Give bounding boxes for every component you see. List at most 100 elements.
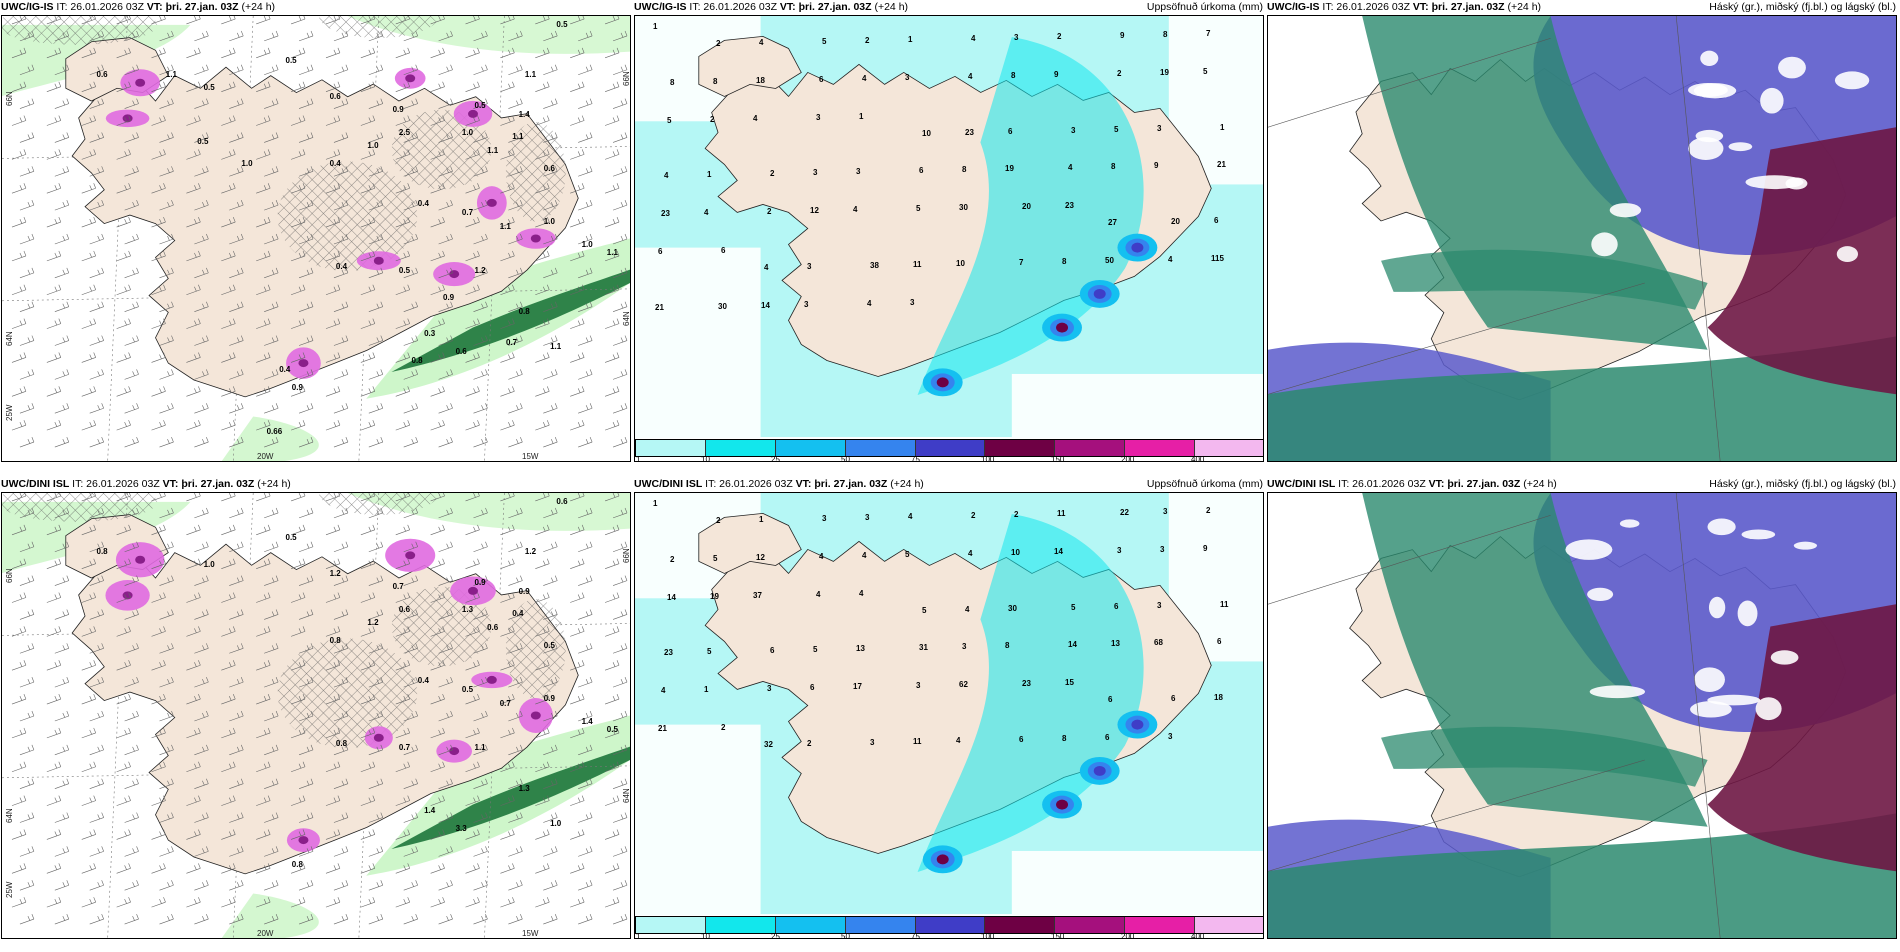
wind-barb [325,626,341,637]
wind-barb [81,284,96,296]
wind-barb [298,436,314,448]
field-title: Háský (gr.), miðský (fj.bl.) og lágský (… [1709,478,1896,490]
wind-barb [430,829,445,840]
legend-tick-label: 75 [911,932,920,939]
precip-amount-label: 10 [922,128,931,138]
wind-barb [11,420,27,431]
wind-barb [395,795,410,806]
wind-barb [151,863,166,874]
wind-barb [298,575,314,586]
precip-amount-label: 4 [859,588,864,598]
wind-barb [116,626,131,637]
wind-barb [54,369,70,380]
wind-barb [438,132,453,143]
precip-amount-label: 14 [1054,546,1063,556]
wind-barb [473,812,488,823]
precip-amount-label: 11 [913,736,922,746]
wind-barb [604,524,620,536]
latitude-label: 66N [622,548,631,563]
precip-legend [635,439,1263,457]
wind-barb [124,880,139,891]
precip-amount-label: 4 [816,589,821,599]
wind-barb [604,693,620,705]
wind-barb [19,609,35,620]
precip-value-label: 1.1 [499,221,511,231]
wind-barb [19,267,35,279]
precip-legend [635,916,1263,934]
wind-barb [325,81,341,92]
wind-barb [395,829,410,840]
wind-barb [612,812,628,823]
legend-swatch [775,917,846,933]
wind-barb [11,795,27,806]
precip-amount-label: 3 [807,261,812,271]
wind-barb [543,98,558,109]
wind-barb [290,524,306,536]
wind-barb [298,710,314,722]
precip-amount-label: 3 [865,513,870,522]
wind-barb [438,166,453,177]
legend-tick-label: 150 [1051,932,1065,939]
wind-barb [151,829,166,840]
wind-barb [116,115,131,126]
wind-barb [229,677,244,688]
legend-swatch [985,917,1056,933]
wind-barb [81,693,96,705]
wind-barb [604,558,620,569]
legend-tick-label: 150 [1051,455,1065,462]
wind-barb [151,149,166,160]
wind-barb [194,541,209,553]
wind-barb [229,609,244,620]
precip-value-label: 1.4 [518,109,530,119]
precip-amount-label: 1 [759,515,764,524]
wind-barb [186,81,201,92]
wind-barb [194,369,209,380]
valid-time: þri. 27.jan. 03Z [814,478,888,490]
longitude-label: 15W [522,929,539,938]
wind-barb [535,386,550,397]
wind-barb [19,643,35,654]
wind-barb [54,436,70,448]
heavy-precip-cell [1117,233,1158,262]
wind-barb [221,626,236,637]
wind-barb [438,369,453,380]
wind-barb [46,524,62,536]
precip-value-label: 1.2 [474,266,486,276]
precip-amount-label: 3 [1168,731,1173,741]
wind-barb [19,200,35,211]
wind-barb [360,250,376,262]
wind-barb [159,64,174,76]
wind-barb [116,352,131,363]
wind-barb [264,778,279,789]
precip-amount-label: 2 [716,39,721,48]
precip-band-dark [391,269,630,372]
wind-barb [159,403,174,414]
wind-barb [194,233,209,245]
wind-barb [159,744,174,756]
precip-amount-label: 18 [1214,693,1223,703]
wind-barb [11,284,27,296]
wind-barb [604,795,620,806]
wind-barb [89,710,104,722]
wind-barb [159,98,174,109]
legend-tick-label: 25 [771,932,780,939]
wind-barb [186,592,201,603]
wind-barb [46,47,62,59]
valid-time: þri. 27.jan. 03Z [1431,1,1505,13]
wind-barb [438,301,453,312]
panel-header: UWC/IG-IS IT: 26.01.2026 03Z VT: þri. 27… [634,1,908,13]
wind-barb [465,626,480,637]
wind-barb [186,493,201,502]
wind-barb [151,115,166,126]
wind-barb [500,493,515,502]
map-frame: 1 2 4 5 2 1 4 3 2 9 8 7 8 8 18 6 4 3 4 8 9 2 19 5 5 2 4 3 1 10 23 6 3 5 3 1… [634,15,1264,462]
wind-barb [508,200,523,211]
wind-barb [612,541,628,553]
wind-barb [290,863,306,874]
wind-barb [186,795,201,806]
precip-amount-label: 1 [707,170,712,180]
wind-barb [194,436,209,448]
wind-barb [11,16,27,25]
clear-sky-patch [1695,129,1724,143]
wind-barb [46,115,62,126]
